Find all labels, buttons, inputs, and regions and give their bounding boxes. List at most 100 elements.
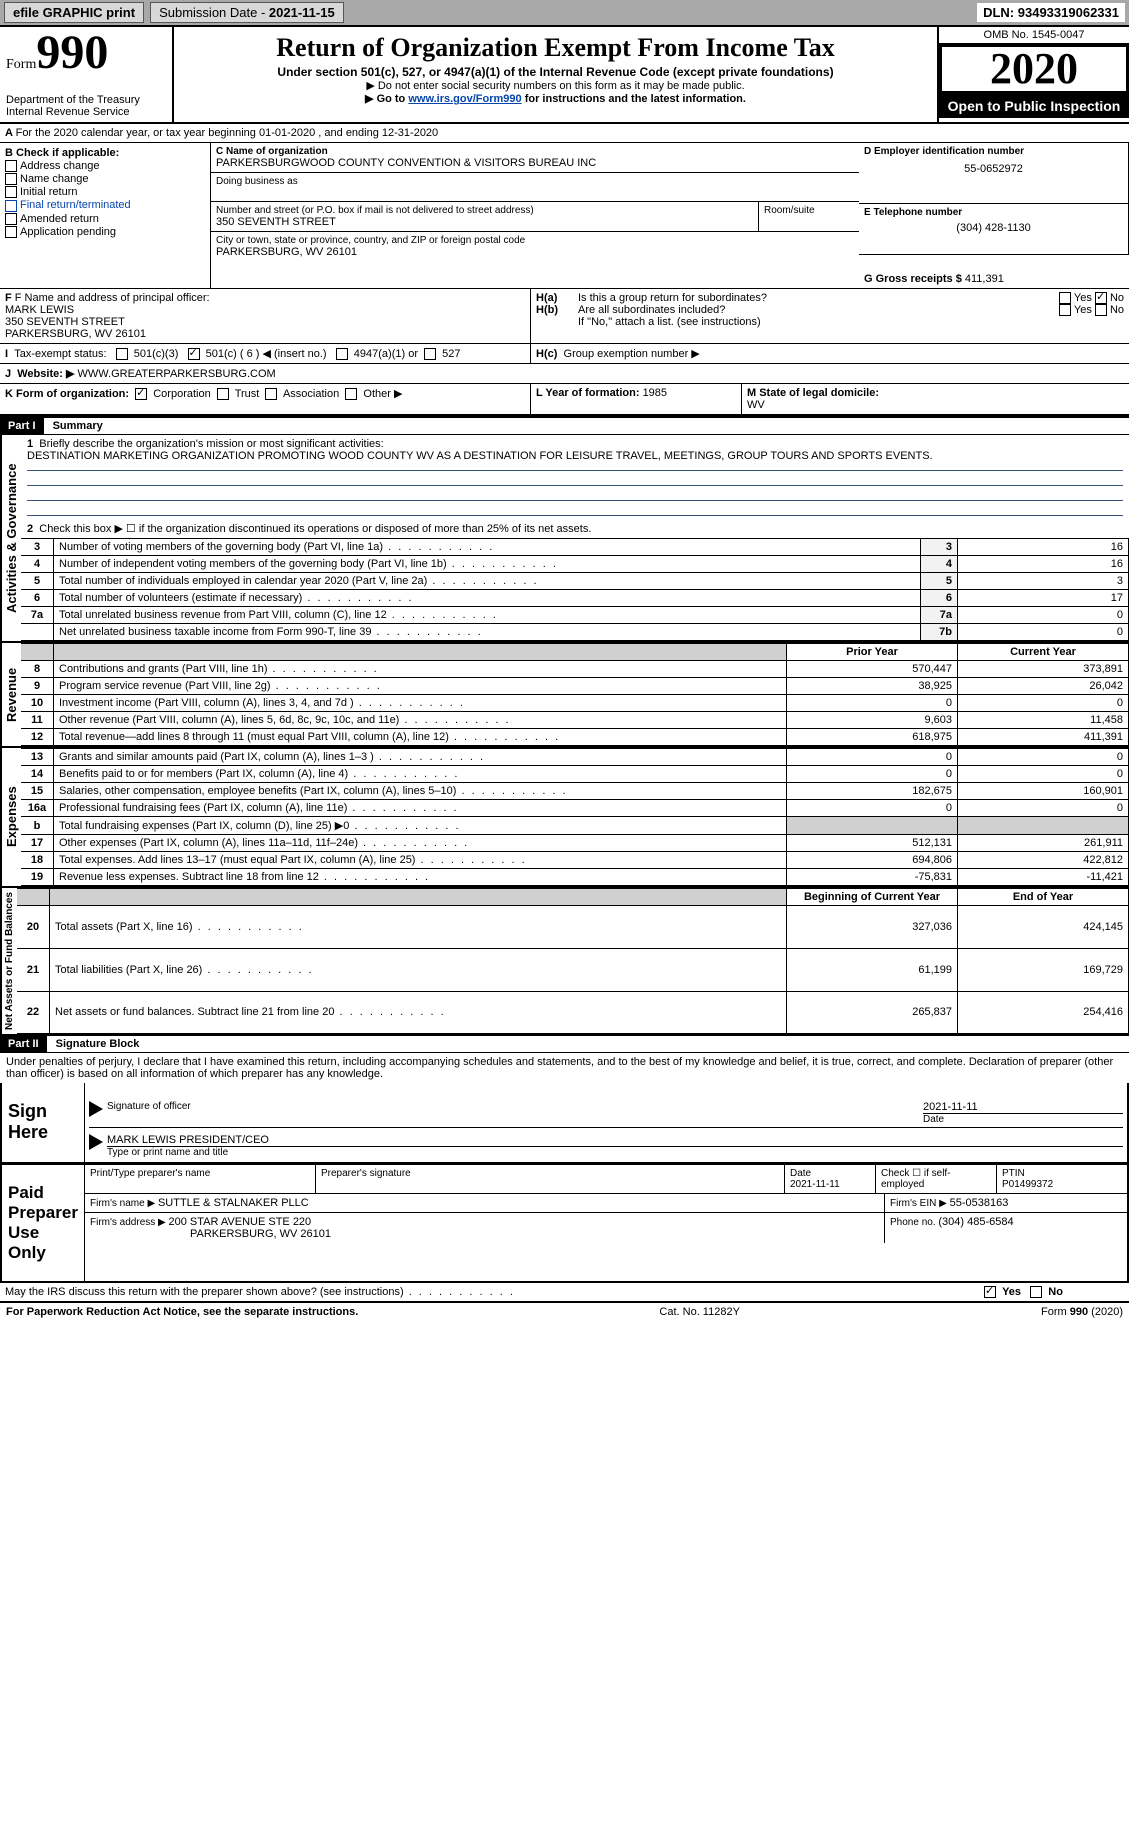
section-k: K Form of organization: Corporation Trus… xyxy=(0,384,531,414)
ein: 55-0652972 xyxy=(864,163,1123,175)
section-d: D Employer identification number 55-0652… xyxy=(859,143,1129,204)
omb-number: OMB No. 1545-0047 xyxy=(939,27,1129,44)
side-tab-governance: Activities & Governance xyxy=(0,435,21,641)
expenses-section: Expenses 13Grants and similar amounts pa… xyxy=(0,746,1129,886)
section-h: H(a)Is this a group return for subordina… xyxy=(531,289,1129,343)
ha-no[interactable]: No xyxy=(1095,292,1124,304)
header-left: Form990 Department of the Treasury Inter… xyxy=(0,27,174,122)
hb-yes[interactable]: Yes xyxy=(1059,304,1092,316)
form-title: Return of Organization Exempt From Incom… xyxy=(180,33,931,63)
fin-row: 22Net assets or fund balances. Subtract … xyxy=(17,991,1129,1034)
prep-sig-label: Preparer's signature xyxy=(316,1165,785,1193)
fin-row: 11Other revenue (Part VIII, column (A), … xyxy=(21,712,1129,729)
officer-name: MARK LEWIS xyxy=(5,304,525,316)
section-b: B Check if applicable: Address change Na… xyxy=(0,143,211,288)
side-tab-netassets: Net Assets or Fund Balances xyxy=(0,888,17,1034)
dln: DLN: 93493319062331 xyxy=(977,3,1125,22)
section-j: J Website: ▶ WWW.GREATERPARKERSBURG.COM xyxy=(0,364,1129,383)
cb-amended-return[interactable]: Amended return xyxy=(5,213,205,225)
k-corp[interactable]: Corporation xyxy=(135,388,211,400)
prep-name-label: Print/Type preparer's name xyxy=(85,1165,316,1193)
firm-address: Firm's address ▶ 200 STAR AVENUE STE 220… xyxy=(85,1213,885,1243)
i-4947[interactable]: 4947(a)(1) or xyxy=(336,348,418,360)
ptin: PTINP01499372 xyxy=(997,1165,1127,1193)
submission-date-value: 2021-11-15 xyxy=(269,5,335,20)
fin-row: 18Total expenses. Add lines 13–17 (must … xyxy=(21,852,1129,869)
fin-row: 21Total liabilities (Part X, line 26)61,… xyxy=(17,948,1129,991)
rev-table: Prior YearCurrent Year 8Contributions an… xyxy=(21,643,1129,746)
ha-yes[interactable]: Yes xyxy=(1059,292,1092,304)
submission-date-label: Submission Date - xyxy=(159,5,269,20)
firm-name: SUTTLE & STALNAKER PLLC xyxy=(158,1197,309,1209)
sign-here-label: Sign Here xyxy=(2,1083,85,1162)
fin-row: 10Investment income (Part VIII, column (… xyxy=(21,695,1129,712)
gov-row: 3Number of voting members of the governi… xyxy=(21,539,1129,556)
gov-row: 7aTotal unrelated business revenue from … xyxy=(21,607,1129,624)
officer-addr1: 350 SEVENTH STREET xyxy=(5,316,525,328)
sig-date: 2021-11-11 xyxy=(923,1101,1123,1114)
current-year-header: Current Year xyxy=(958,644,1129,661)
dba-label: Doing business as xyxy=(211,173,859,201)
fin-row: 13Grants and similar amounts paid (Part … xyxy=(21,749,1129,766)
i-501c3[interactable]: 501(c)(3) xyxy=(116,348,179,360)
year-formation: 1985 xyxy=(643,387,667,399)
part1-title: Summary xyxy=(47,420,103,432)
section-f: F F Name and address of principal office… xyxy=(0,289,531,343)
dln-label: DLN: xyxy=(983,5,1018,20)
discuss-yes[interactable]: Yes xyxy=(984,1286,1021,1298)
beginning-year-header: Beginning of Current Year xyxy=(787,889,958,906)
sig-officer-label: Signature of officer xyxy=(107,1101,923,1112)
gov-row: Net unrelated business taxable income fr… xyxy=(21,624,1129,641)
revenue-section: Revenue Prior YearCurrent Year 8Contribu… xyxy=(0,641,1129,746)
row-klm: K Form of organization: Corporation Trus… xyxy=(0,384,1129,416)
paid-preparer-block: Paid Preparer Use Only Print/Type prepar… xyxy=(0,1164,1129,1283)
cb-initial-return[interactable]: Initial return xyxy=(5,186,205,198)
section-l: L Year of formation: 1985 xyxy=(531,384,742,414)
k-assoc[interactable]: Association xyxy=(265,388,339,400)
k-other[interactable]: Other ▶ xyxy=(345,388,402,400)
part1-body: Activities & Governance 1 Briefly descri… xyxy=(0,435,1129,641)
gross-receipts: 411,391 xyxy=(965,273,1004,285)
fin-row: bTotal fundraising expenses (Part IX, co… xyxy=(21,817,1129,835)
cb-address-change[interactable]: Address change xyxy=(5,160,205,172)
website: WWW.GREATERPARKERSBURG.COM xyxy=(77,368,275,380)
org-city: PARKERSBURG, WV 26101 xyxy=(216,246,854,258)
fin-row: 12Total revenue—add lines 8 through 11 (… xyxy=(21,729,1129,746)
form-subtitle-1: Under section 501(c), 527, or 4947(a)(1)… xyxy=(180,65,931,79)
form-990-logo: Form990 xyxy=(6,31,166,74)
k-trust[interactable]: Trust xyxy=(217,388,260,400)
gov-row: 6Total number of volunteers (estimate if… xyxy=(21,590,1129,607)
discuss-no[interactable]: No xyxy=(1030,1286,1063,1298)
dln-value: 93493319062331 xyxy=(1018,5,1119,20)
header-right: OMB No. 1545-0047 2020 Open to Public In… xyxy=(939,27,1129,122)
row-i-hc: I Tax-exempt status: 501(c)(3) 501(c) ( … xyxy=(0,344,1129,364)
hb-no[interactable]: No xyxy=(1095,304,1124,316)
section-b-label: B Check if applicable: xyxy=(5,147,205,159)
footer-right: Form 990 (2020) xyxy=(1041,1306,1123,1318)
i-501c[interactable]: 501(c) ( 6 ) ◀ (insert no.) xyxy=(188,348,327,360)
paid-preparer-label: Paid Preparer Use Only xyxy=(2,1165,85,1281)
part2-tag: Part II xyxy=(0,1036,47,1052)
cb-name-change[interactable]: Name change xyxy=(5,173,205,185)
section-fh: F F Name and address of principal office… xyxy=(0,289,1129,344)
cb-final-return[interactable]: Final return/terminated xyxy=(5,199,205,211)
irs-form990-link[interactable]: www.irs.gov/Form990 xyxy=(408,93,521,105)
part1-header: Part I Summary xyxy=(0,416,1129,435)
firm-ein: 55-0538163 xyxy=(950,1197,1009,1209)
h-note: If "No," attach a list. (see instruction… xyxy=(536,316,1124,328)
topbar: efile GRAPHIC print Submission Date - 20… xyxy=(0,0,1129,25)
discuss-row: May the IRS discuss this return with the… xyxy=(0,1283,1129,1302)
section-c-city: City or town, state or province, country… xyxy=(211,232,859,261)
cb-application-pending[interactable]: Application pending xyxy=(5,226,205,238)
form-subtitle-2: ▶ Do not enter social security numbers o… xyxy=(180,79,931,92)
efile-print-button[interactable]: efile GRAPHIC print xyxy=(4,2,144,23)
page: efile GRAPHIC print Submission Date - 20… xyxy=(0,0,1129,1321)
section-c-addr: Number and street (or P.O. box if mail i… xyxy=(211,202,759,231)
sign-here-block: Sign Here Signature of officer 2021-11-1… xyxy=(0,1083,1129,1164)
section-c-name: C Name of organization PARKERSBURGWOOD C… xyxy=(211,143,859,172)
arrow-icon xyxy=(89,1134,103,1150)
form-prefix: Form xyxy=(6,57,36,72)
self-employed-cb[interactable]: Check ☐ if self-employed xyxy=(876,1165,997,1193)
i-527[interactable]: 527 xyxy=(424,348,460,360)
mission-text: DESTINATION MARKETING ORGANIZATION PROMO… xyxy=(27,450,933,462)
